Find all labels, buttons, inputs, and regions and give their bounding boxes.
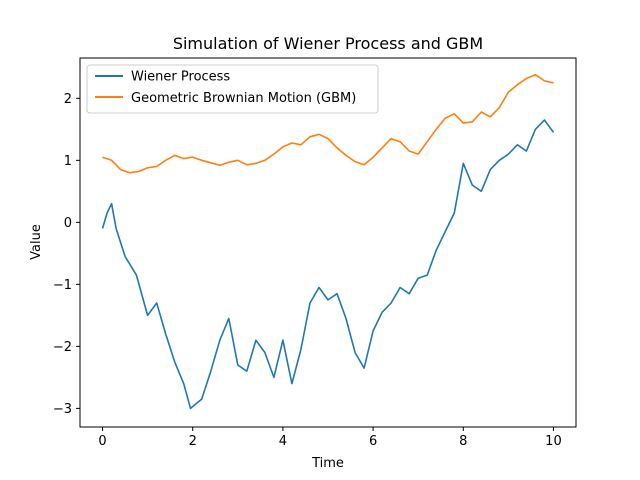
x-tick-label: 10	[545, 434, 562, 449]
series-line-gbm	[102, 73, 554, 174]
y-tick-label: −3	[53, 402, 72, 417]
legend: Wiener Process Geometric Brownian Motion…	[86, 64, 379, 114]
y-tick-label: 1	[64, 154, 72, 169]
x-axis: 0 2 4 6 8 10	[98, 427, 562, 449]
x-tick-label: 4	[279, 434, 287, 449]
legend-box	[86, 64, 379, 114]
y-axis: −3 −2 −1 0 1 2	[53, 92, 80, 417]
y-tick-label: −2	[53, 340, 72, 355]
plot-area	[79, 57, 577, 428]
legend-label-wiener: Wiener Process	[131, 70, 230, 85]
y-tick-label: 2	[64, 92, 72, 107]
legend-label-gbm: Geometric Brownian Motion (GBM)	[131, 91, 356, 106]
y-tick-label: 0	[64, 216, 72, 231]
x-tick-label: 0	[98, 434, 106, 449]
series-line-wiener	[101, 119, 555, 410]
chart-title: Simulation of Wiener Process and GBM	[173, 34, 483, 53]
y-tick-label: −1	[53, 278, 72, 293]
series-layer	[101, 73, 555, 410]
plot-frame	[79, 57, 577, 428]
x-tick-label: 6	[369, 434, 377, 449]
x-tick-label: 2	[189, 434, 197, 449]
x-tick-label: 8	[459, 434, 467, 449]
y-axis-label: Value	[29, 224, 44, 260]
x-axis-label: Time	[311, 456, 344, 471]
